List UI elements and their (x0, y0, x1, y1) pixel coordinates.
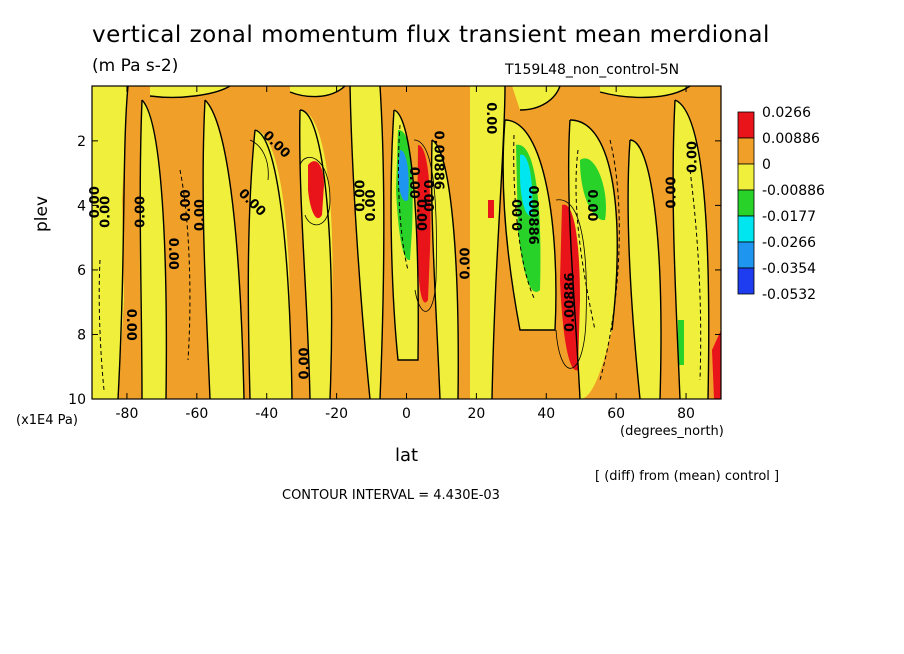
yellow-region (248, 130, 292, 399)
red-anomaly (560, 204, 580, 371)
contour-label: 0.00 (413, 199, 428, 231)
contour-label: 0.00 (123, 309, 138, 341)
yellow-region (431, 140, 459, 399)
contour-label: 0.00 (364, 189, 379, 221)
x-tick-label: 40 (537, 406, 555, 422)
y-axis: 2 4 6 8 10 (68, 134, 721, 408)
x-tick-label: 60 (607, 406, 625, 422)
chart-units: (m Pa s-2) (92, 56, 179, 76)
y-tick-label: 4 (77, 198, 86, 214)
chart-title: vertical zonal momentum flux transient m… (92, 22, 770, 48)
contour-label-group: 0.000.00 0.000.000.000.000.00 0.000.000.00… (88, 102, 701, 379)
y-tick-label: 6 (77, 263, 86, 279)
x-tick-label: 20 (467, 406, 485, 422)
yellow-region (568, 120, 618, 399)
contour-label: 0.00886 (430, 131, 445, 190)
contour-label: 0.00 (88, 186, 103, 218)
colorbar-label: -0.00886 (762, 183, 825, 199)
colorbar-label: -0.0177 (762, 209, 816, 225)
contour-label: 0.00 (458, 247, 473, 279)
colorbar-swatch (737, 163, 755, 191)
contour-label: 0.00 (511, 199, 526, 231)
colorbar-swatch (737, 189, 755, 217)
x-tick-label: 80 (677, 406, 695, 422)
contour-label: 0.00 (483, 102, 498, 134)
x-tick-label: -20 (325, 406, 348, 422)
colorbar-swatch (737, 215, 755, 243)
y-tick-label: 8 (77, 327, 86, 343)
yellow-region (92, 86, 128, 399)
red-anomaly (308, 161, 324, 219)
x-tick-label: -40 (255, 406, 278, 422)
yellow-region (628, 140, 661, 399)
dashed-contours (98, 124, 702, 391)
contour-label: 0.00 (193, 199, 208, 231)
x-tick-label: -60 (185, 406, 208, 422)
colorbar-label: 0.0266 (762, 105, 811, 121)
blue-anomaly (398, 150, 409, 201)
contour-label: 0.00 (133, 196, 148, 228)
x-axis: -80 -60 -40 -20 0 20 40 60 80 (116, 86, 695, 422)
y-axis-unit: (x1E4 Pa) (16, 413, 78, 428)
y-tick-label: 10 (68, 392, 86, 408)
x-axis-label: lat (395, 445, 419, 466)
red-anomaly (488, 200, 494, 218)
field-layer (92, 86, 721, 399)
yellow-region (470, 86, 505, 399)
colorbar-swatch (737, 267, 755, 295)
yellow-region (350, 86, 384, 399)
contour-label: 0.00 (584, 189, 599, 221)
colorbar-label: 0.00886 (762, 131, 820, 147)
yellow-region (150, 86, 230, 98)
colorbar: 0.0266 0.00886 0 -0.00886 -0.0177 -0.0266 -0.0… (737, 105, 825, 303)
contour-label: 0.00 (165, 238, 180, 270)
colorbar-swatch (737, 241, 755, 269)
chart-subtitle: T159L48_non_control-5N (505, 62, 680, 78)
colorbar-swatch (737, 137, 755, 165)
contour-label: 0.00 (354, 180, 369, 212)
contour-label: 0.00 (98, 196, 113, 228)
contour-label: 0.00 (179, 189, 194, 221)
yellow-region (203, 100, 244, 399)
red-anomaly (712, 330, 721, 399)
contour-label: 0.00 (298, 347, 313, 379)
colorbar-swatch (737, 111, 755, 139)
contour-label: 0.00 (665, 176, 680, 208)
x-tick-label: 0 (402, 406, 411, 422)
colorbar-label: -0.0266 (762, 235, 816, 251)
red-anomaly (417, 145, 431, 303)
contour-label: 0.00886 (525, 185, 540, 244)
colorbar-label: -0.0532 (762, 287, 816, 303)
contour-label: 0.00 (420, 180, 435, 212)
thin-contours (249, 139, 587, 369)
contour-label: 0.00 (406, 167, 421, 199)
x-axis-unit: (degrees_north) (620, 424, 724, 439)
green-anomaly (678, 320, 684, 365)
diff-note: [ (diff) from (mean) control ] (595, 469, 780, 484)
y-tick-label: 2 (77, 134, 86, 150)
green-anomaly (580, 158, 606, 221)
x-tick-label: -80 (116, 406, 139, 422)
contour-interval: CONTOUR INTERVAL = 4.430E-03 (282, 488, 500, 503)
contour-label: 0.00886 (563, 273, 578, 332)
colorbar-label: -0.0354 (762, 261, 816, 277)
cyan-anomaly (520, 154, 533, 216)
yellow-region (512, 86, 560, 110)
colorbar-label: 0 (762, 157, 771, 173)
contour-label: 0.00 (686, 141, 701, 173)
